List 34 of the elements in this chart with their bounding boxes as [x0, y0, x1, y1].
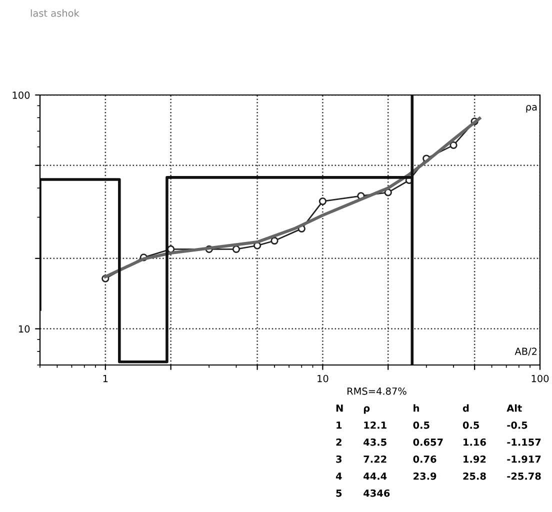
text: -25.78 [507, 472, 541, 480]
text: 7.22 [364, 455, 386, 463]
x-tick-label: 100 [532, 374, 549, 382]
text: N [336, 404, 343, 412]
text: 1.16 [464, 438, 486, 446]
text: 4346 [364, 489, 390, 497]
x-tick-label: 10 [318, 374, 328, 382]
text: 4 [336, 472, 342, 480]
text: 25.8 [463, 472, 486, 480]
y-axis-title: ρa [526, 105, 537, 113]
text: 0.657 [413, 438, 443, 446]
text: d [462, 404, 469, 412]
text: -0.5 [507, 421, 528, 429]
text: 1 [336, 422, 342, 429]
text: 2 [336, 438, 342, 446]
text: 44.4 [364, 472, 387, 480]
text: 23.9 [414, 472, 436, 480]
x-axis-title: AB/2 [514, 348, 537, 356]
text: 43.5 [364, 438, 386, 446]
x-tick-label: 1 [103, 375, 108, 382]
text: 1.92 [464, 455, 486, 463]
text: -1.157 [507, 438, 541, 446]
text: -1.917 [507, 455, 541, 463]
text: ρ [364, 406, 370, 414]
text: 0.76 [413, 455, 436, 463]
text: 5 [336, 490, 342, 497]
text: 0.5 [413, 421, 430, 429]
text: 3 [336, 455, 342, 463]
text: 12.1 [364, 421, 386, 429]
text: Alt [506, 404, 522, 412]
text: h [414, 404, 419, 412]
text: RMS=4.87% [348, 387, 406, 395]
chart-title: last ashok [30, 9, 80, 17]
text: 0.5 [462, 421, 480, 429]
